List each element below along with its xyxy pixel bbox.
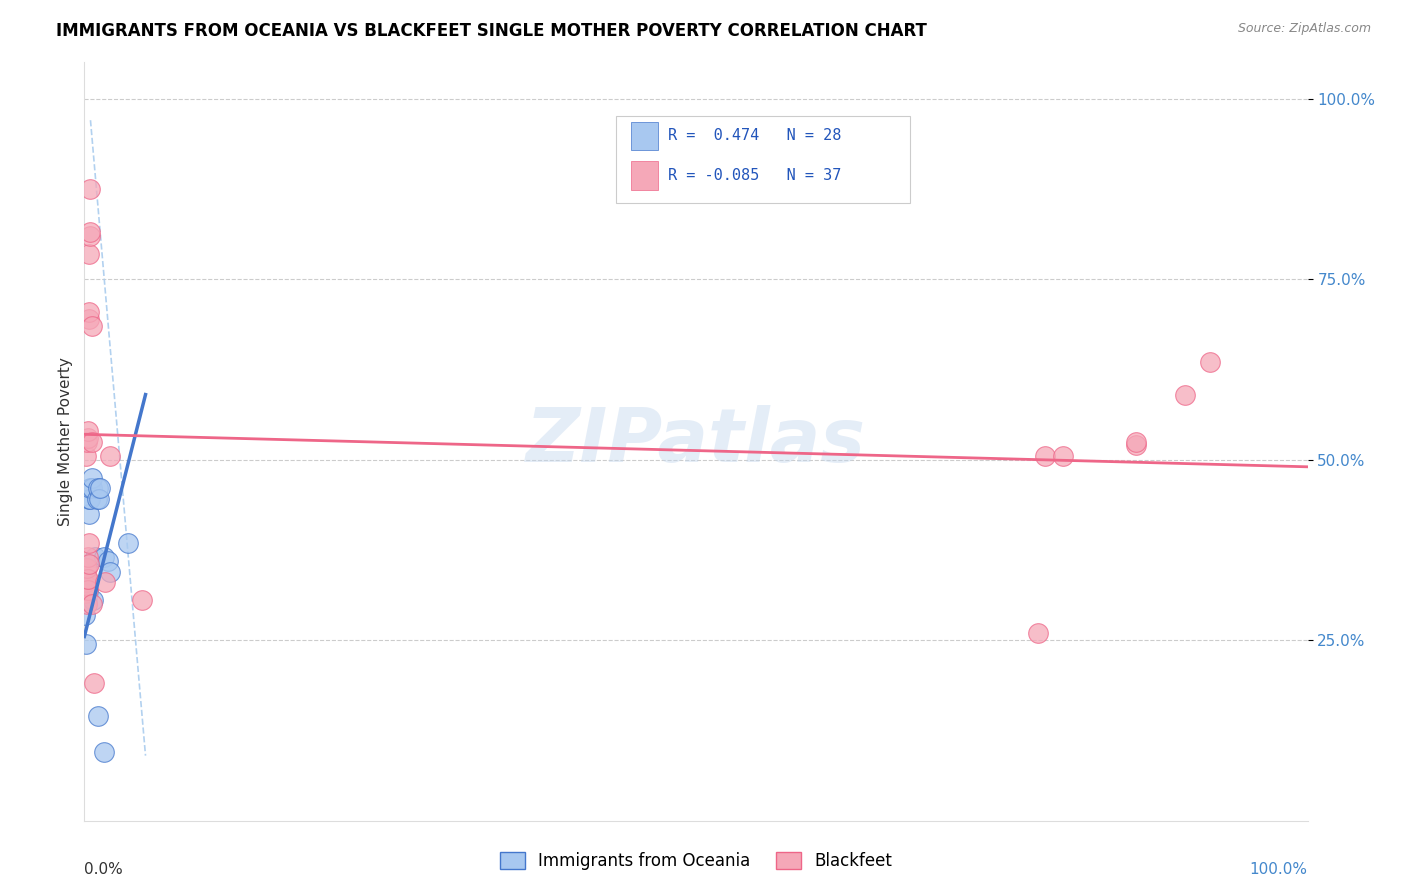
Point: [1052, 449, 1074, 463]
Point: [79, 225, 101, 239]
Point: [93, 550, 115, 565]
Point: [97, 554, 120, 568]
Point: [77, 586, 100, 600]
Point: [76, 597, 98, 611]
Point: [77, 582, 100, 597]
Text: 0.0%: 0.0%: [84, 863, 124, 878]
Point: [77, 507, 100, 521]
Point: [1125, 438, 1147, 452]
Point: [75, 449, 97, 463]
Point: [75, 575, 97, 590]
Point: [80, 597, 103, 611]
Point: [1174, 387, 1197, 401]
Point: [79, 492, 101, 507]
Point: [76, 434, 98, 449]
Point: [77, 311, 100, 326]
Text: ZIPatlas: ZIPatlas: [526, 405, 866, 478]
Point: [77, 247, 100, 261]
Point: [86, 492, 108, 507]
Text: 100.0%: 100.0%: [1250, 863, 1308, 878]
Point: [77, 492, 100, 507]
Point: [79, 182, 101, 196]
Point: [89, 482, 111, 496]
Point: [93, 745, 115, 759]
Point: [76, 572, 98, 586]
Point: [73, 586, 96, 600]
Point: [87, 482, 110, 496]
Point: [82, 593, 104, 607]
Point: [73, 607, 96, 622]
Point: [76, 593, 98, 607]
Point: [98, 565, 121, 579]
Point: [75, 637, 97, 651]
Point: [77, 424, 100, 438]
Point: [76, 579, 98, 593]
Point: [80, 318, 103, 333]
Y-axis label: Single Mother Poverty: Single Mother Poverty: [58, 357, 73, 526]
Point: [76, 575, 98, 590]
Point: [1198, 355, 1220, 369]
Text: Source: ZipAtlas.com: Source: ZipAtlas.com: [1237, 22, 1371, 36]
Point: [80, 482, 103, 496]
Point: [98, 449, 121, 463]
Bar: [616, 116, 910, 202]
Point: [83, 676, 105, 690]
Point: [94, 575, 117, 590]
Point: [117, 535, 139, 549]
Text: R =  0.474   N = 28: R = 0.474 N = 28: [668, 128, 841, 144]
Point: [1033, 449, 1056, 463]
Point: [77, 558, 100, 572]
Point: [77, 572, 100, 586]
Point: [75, 561, 97, 575]
Point: [75, 590, 97, 604]
Point: [75, 593, 97, 607]
Point: [1125, 434, 1147, 449]
Point: [77, 582, 100, 597]
Point: [77, 304, 100, 318]
Point: [1028, 626, 1050, 640]
Point: [77, 535, 100, 549]
Point: [131, 593, 153, 607]
Point: [76, 586, 98, 600]
Point: [76, 572, 98, 586]
Point: [79, 228, 101, 243]
Point: [76, 561, 98, 575]
Legend: Immigrants from Oceania, Blackfeet: Immigrants from Oceania, Blackfeet: [494, 846, 898, 877]
Point: [75, 572, 97, 586]
Point: [80, 470, 103, 484]
Point: [87, 492, 110, 507]
Point: [77, 550, 100, 565]
Text: IMMIGRANTS FROM OCEANIA VS BLACKFEET SINGLE MOTHER POVERTY CORRELATION CHART: IMMIGRANTS FROM OCEANIA VS BLACKFEET SIN…: [56, 22, 927, 40]
Point: [77, 431, 100, 445]
Bar: [631, 161, 658, 190]
Point: [84, 550, 107, 565]
Bar: [631, 121, 658, 151]
Point: [79, 482, 101, 496]
Text: R = -0.085   N = 37: R = -0.085 N = 37: [668, 168, 841, 183]
Point: [87, 709, 110, 723]
Point: [80, 434, 103, 449]
